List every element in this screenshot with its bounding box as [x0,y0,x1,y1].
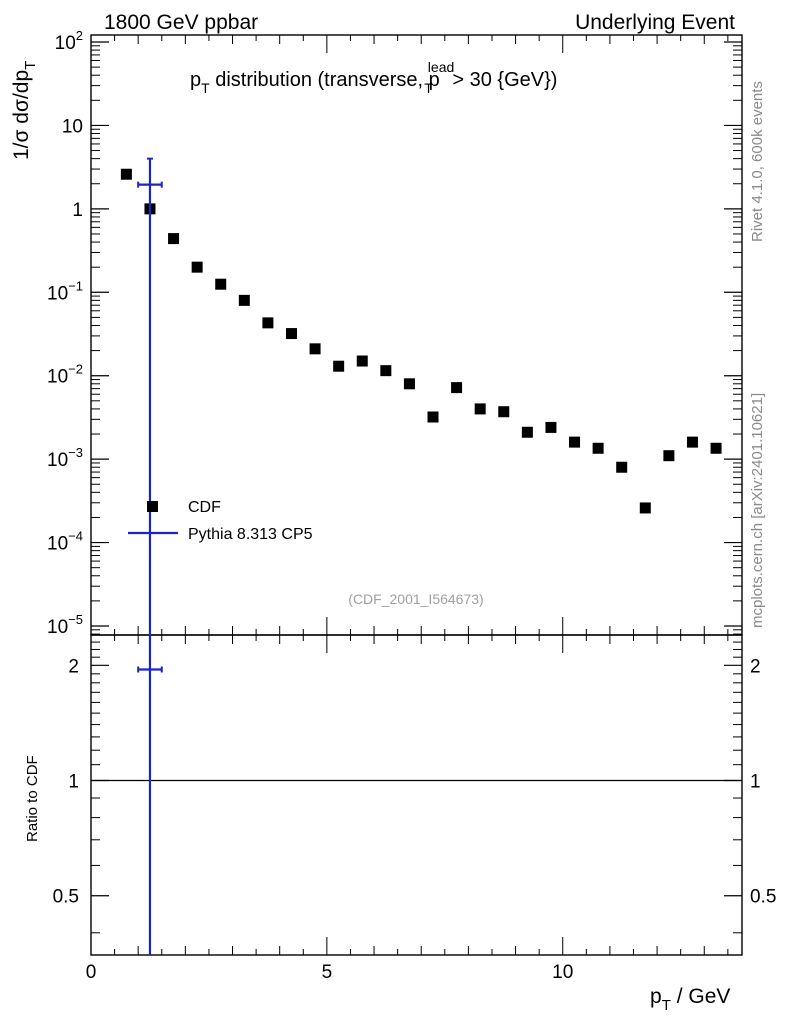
main-axis-ticks [90,35,742,635]
xtick-label: 0 [86,962,97,983]
ratio-ytick-labels: 0.5 0.5 1 1 2 2 [53,656,777,907]
cdf-point [639,502,651,514]
ratio-axis-ticks [90,635,742,955]
cdf-point [356,355,368,367]
ratio-ytick-label-right: 0.5 [750,887,776,908]
main-ylabel: 1/σ dσ/dpT [10,61,39,160]
cdf-point [498,406,510,418]
cdf-point [120,168,132,180]
mcplots-label: mcplots.cern.ch [arXiv:2401.10621] [749,393,766,628]
main-ytick-label: 10−5 [47,612,83,638]
ratio-ytick-label-right: 1 [750,772,761,793]
main-ytick-label: 10−2 [47,362,83,388]
cdf-point [285,328,297,340]
main-ytick-label: 10−1 [47,278,83,304]
main-data-layer [120,157,722,635]
cdf-point [616,461,628,473]
ratio-ytick-label-left: 1 [68,772,79,793]
ratio-ylabel: Ratio to CDF [24,755,41,842]
ratio-data-layer [91,635,742,955]
cdf-point [521,426,533,438]
cdf-point [592,442,604,454]
main-ytick-label: 10−3 [47,445,83,471]
xtick-label: 10 [552,962,573,983]
ratio-ytick-label-left: 0.5 [53,887,79,908]
cdf-point [710,442,722,454]
main-panel-frame [90,34,743,636]
cdf-point [262,317,274,329]
cdf-point [451,382,463,394]
legend-label-cdf: CDF [188,499,221,516]
cdf-point [168,233,180,245]
header-right: Underlying Event [575,11,735,34]
cdf-point [403,378,415,390]
main-ytick-label: 10 [62,116,83,137]
main-ytick-label: 102 [55,28,83,54]
ratio-panel-frame [90,634,743,956]
analysis-watermark: (CDF_2001_I564673) [348,591,483,607]
legend-label-pythia: Pythia 8.313 CP5 [188,526,313,543]
chart-title: pT distribution (transverse, plead T > 30… [190,59,557,96]
main-ytick-labels: 10−5 10−4 10−3 10−2 10−1 1 10 102 [47,28,83,638]
cdf-point [309,343,321,355]
cdf-point [427,411,439,423]
cdf-point [545,421,557,433]
legend-marker-cdf [147,501,158,512]
xlabel: pT / GeV [650,985,730,1014]
main-ytick-label: 1 [72,200,83,221]
ratio-ytick-label-right: 2 [750,656,761,677]
ratio-ytick-label-left: 2 [68,656,79,677]
xtick-labels: 0 5 10 [86,962,574,983]
cdf-point [238,294,250,306]
cdf-point [474,403,486,415]
rivet-label: Rivet 4.1.0, 600k events [749,81,766,242]
xtick-label: 5 [322,962,333,983]
cdf-point [215,278,227,290]
cdf-point [191,261,203,273]
header-left: 1800 GeV ppbar [104,11,258,34]
cdf-point [686,436,698,448]
legend: CDF Pythia 8.313 CP5 [128,499,313,543]
cdf-point [380,365,392,377]
cdf-point [569,436,581,448]
cdf-point [663,450,675,462]
main-ytick-label: 10−4 [47,529,83,555]
cdf-point [333,360,345,372]
